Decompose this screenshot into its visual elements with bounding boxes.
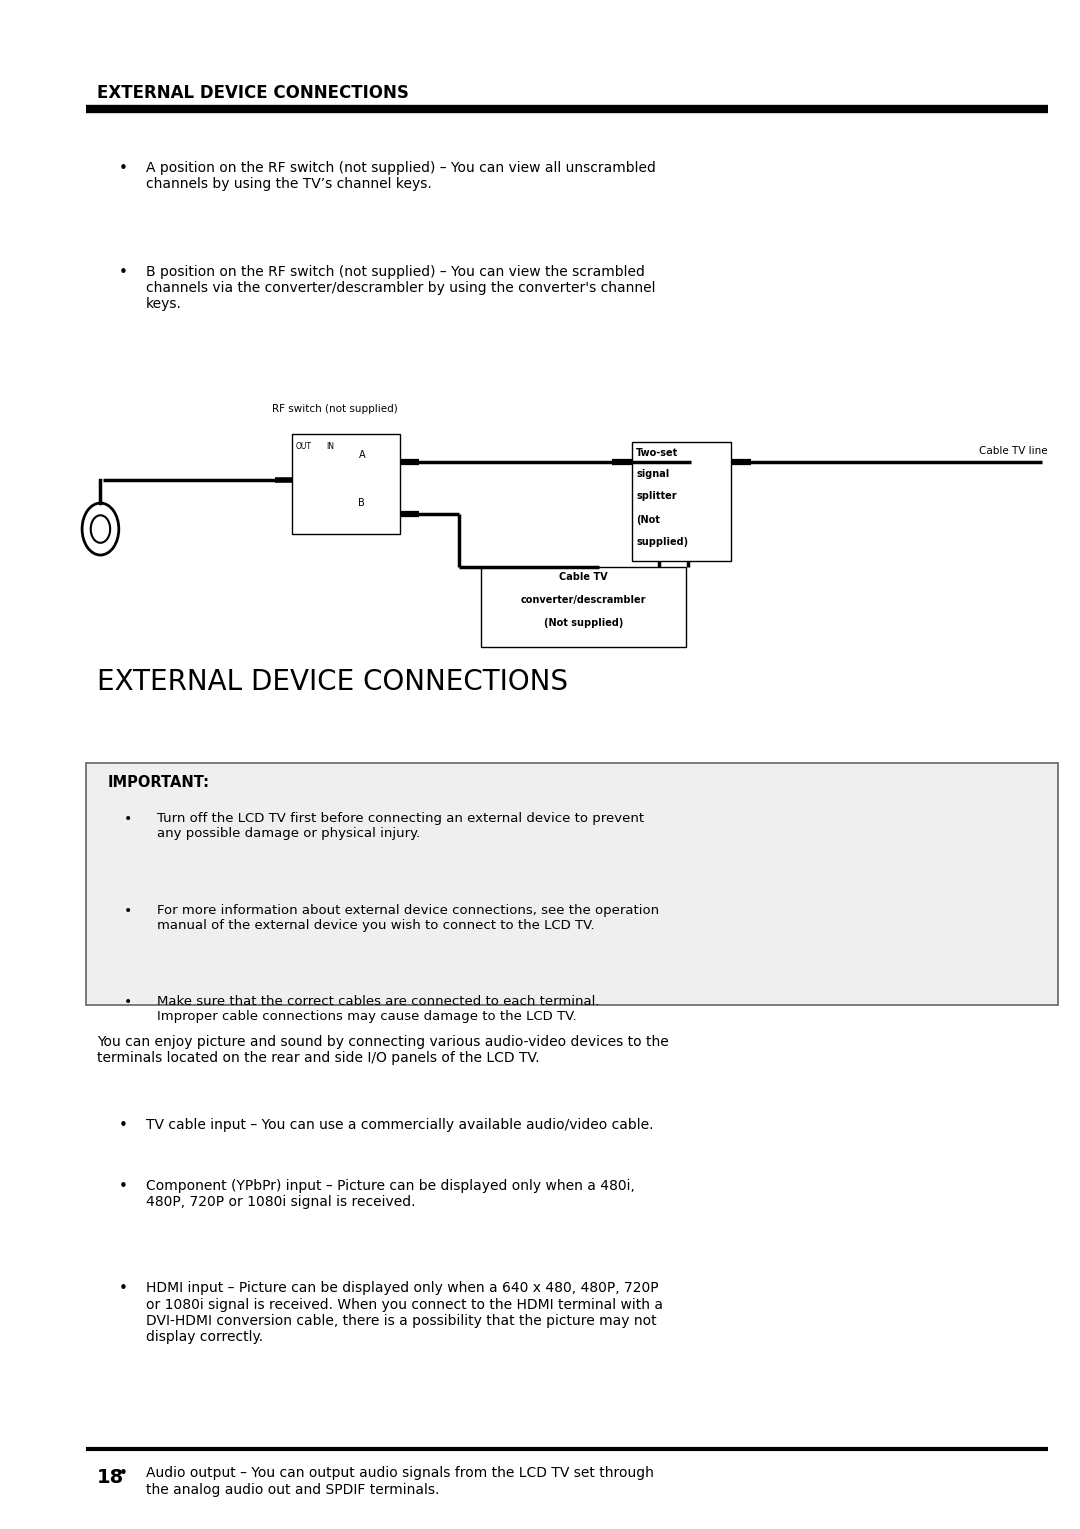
Text: •: • [124, 995, 133, 1009]
Text: B position on the RF switch (not supplied) – You can view the scrambled
channels: B position on the RF switch (not supplie… [146, 265, 656, 310]
Text: •: • [119, 1466, 127, 1482]
Text: IMPORTANT:: IMPORTANT: [108, 775, 210, 790]
Text: Make sure that the correct cables are connected to each terminal.
Improper cable: Make sure that the correct cables are co… [157, 995, 599, 1023]
Text: You can enjoy picture and sound by connecting various audio-video devices to the: You can enjoy picture and sound by conne… [97, 1035, 669, 1066]
Text: Two-set: Two-set [636, 448, 678, 459]
Text: Component (YPbPr) input – Picture can be displayed only when a 480i,
480P, 720P : Component (YPbPr) input – Picture can be… [146, 1179, 635, 1209]
Text: (Not: (Not [636, 515, 660, 526]
FancyBboxPatch shape [292, 434, 400, 534]
Text: B: B [359, 498, 365, 509]
Text: •: • [124, 812, 133, 826]
Text: A position on the RF switch (not supplied) – You can view all unscrambled
channe: A position on the RF switch (not supplie… [146, 161, 656, 191]
Text: RF switch (not supplied): RF switch (not supplied) [272, 404, 397, 414]
FancyBboxPatch shape [632, 442, 731, 561]
Text: splitter: splitter [636, 491, 677, 502]
Text: supplied): supplied) [636, 537, 688, 547]
Text: A: A [359, 450, 365, 460]
Text: •: • [119, 1118, 127, 1133]
Text: •: • [119, 161, 127, 176]
Text: HDMI input – Picture can be displayed only when a 640 x 480, 480P, 720P
or 1080i: HDMI input – Picture can be displayed on… [146, 1281, 663, 1344]
FancyBboxPatch shape [481, 567, 686, 647]
Text: •: • [119, 1179, 127, 1194]
Text: OUT: OUT [296, 442, 312, 451]
FancyBboxPatch shape [86, 763, 1058, 1005]
Text: EXTERNAL DEVICE CONNECTIONS: EXTERNAL DEVICE CONNECTIONS [97, 668, 568, 696]
Text: Cable TV: Cable TV [558, 572, 608, 583]
Text: Cable TV line: Cable TV line [978, 445, 1048, 456]
Text: 18: 18 [97, 1468, 124, 1486]
Text: (Not supplied): (Not supplied) [543, 618, 623, 628]
Text: signal: signal [636, 469, 670, 480]
Text: converter/descrambler: converter/descrambler [521, 595, 646, 605]
Text: IN: IN [326, 442, 334, 451]
Text: TV cable input – You can use a commercially available audio/video cable.: TV cable input – You can use a commercia… [146, 1118, 653, 1131]
Text: EXTERNAL DEVICE CONNECTIONS: EXTERNAL DEVICE CONNECTIONS [97, 84, 409, 102]
Text: •: • [119, 1281, 127, 1297]
Text: •: • [124, 904, 133, 917]
Text: Turn off the LCD TV first before connecting an external device to prevent
any po: Turn off the LCD TV first before connect… [157, 812, 644, 839]
Text: For more information about external device connections, see the operation
manual: For more information about external devi… [157, 904, 659, 931]
Text: Audio output – You can output audio signals from the LCD TV set through
the anal: Audio output – You can output audio sign… [146, 1466, 653, 1497]
Text: English: English [9, 800, 22, 852]
Text: •: • [119, 265, 127, 280]
